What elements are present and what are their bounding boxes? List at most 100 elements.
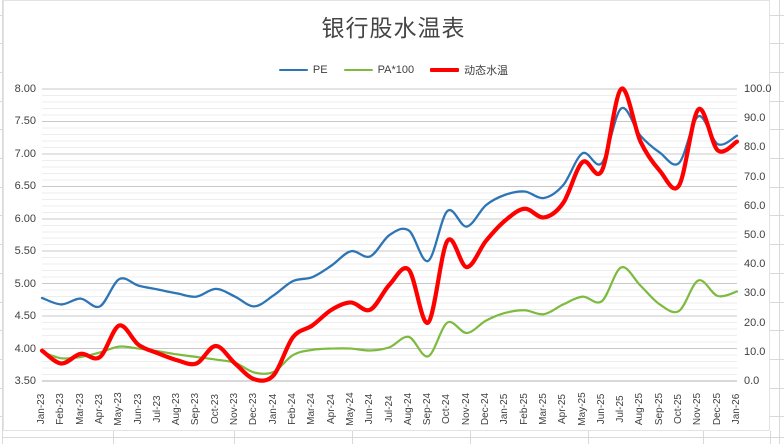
- y-axis-label-right: 90.0: [744, 112, 766, 125]
- cell-gridline: [770, 244, 784, 246]
- y-axis-label-left: 8.00: [14, 83, 36, 95]
- pa100-line-swatch: [343, 68, 373, 72]
- cell-gridline: [352, 431, 353, 444]
- x-axis-label: Dec-23: [248, 392, 260, 426]
- x-axis-label: Jun-25: [595, 393, 607, 425]
- x-axis-label: Feb-25: [518, 393, 530, 425]
- cell-gridline: [0, 43, 3, 45]
- cell-gridline: [770, 358, 784, 360]
- y-axis-label-right: 40.0: [744, 258, 766, 271]
- cell-gridline: [703, 431, 704, 444]
- pe-line-swatch: [278, 68, 308, 72]
- x-axis-label: Jul-23: [151, 395, 163, 423]
- x-axis-label: Sep-23: [190, 392, 202, 426]
- cell-gridline: [770, 186, 784, 188]
- legend-item-water-temp-line: 动态水温: [430, 62, 508, 78]
- x-axis-label: Jan-26: [731, 393, 742, 425]
- cell-gridline: [0, 71, 3, 73]
- legend-item-pe-line: PE: [278, 64, 328, 76]
- x-axis-label: Apr-24: [325, 394, 337, 425]
- x-axis-label: Dec-24: [480, 392, 492, 426]
- cell-gridline: [770, 129, 784, 131]
- x-axis-label: Mar-24: [306, 393, 318, 425]
- y-axis-label-left: 3.50: [14, 375, 36, 387]
- y-axis-label-right: 10.0: [744, 345, 766, 358]
- y-axis-label-left: 4.00: [14, 342, 36, 355]
- cell-gridline: [0, 186, 3, 188]
- x-axis-label: Oct-25: [673, 394, 685, 425]
- y-axis-label-left: 4.50: [14, 310, 36, 323]
- cell-gridline: [770, 272, 784, 274]
- x-axis-label: Jul-24: [383, 395, 395, 423]
- y-axis-label-right: 30.0: [744, 287, 766, 300]
- pe-line: [40, 106, 739, 309]
- cell-gridline: [0, 272, 3, 274]
- x-axis-label: Jan-24: [267, 393, 279, 425]
- cell-gridline: [0, 14, 3, 16]
- x-axis-label: May-25: [576, 392, 588, 426]
- cell-gridline: [0, 129, 3, 131]
- y-axis-label-left: 6.00: [14, 212, 36, 225]
- cell-gridline: [770, 387, 784, 389]
- x-axis-label: Sep-24: [422, 392, 434, 426]
- water-temp-line-swatch: [430, 67, 460, 73]
- cell-gridline: [113, 431, 114, 444]
- cell-gridline: [779, 0, 780, 444]
- y-axis-label-right: 100.0: [744, 83, 772, 95]
- x-axis-label: May-24: [344, 392, 356, 426]
- y-axis-label-right: 50.0: [744, 229, 766, 241]
- x-axis-label: Oct-23: [209, 394, 221, 425]
- x-axis-label: Aug-25: [634, 392, 646, 426]
- y-axis-label-right: 70.0: [744, 170, 766, 183]
- cell-gridline: [588, 431, 589, 444]
- cell-gridline: [770, 43, 784, 45]
- y-axis-label-left: 5.00: [14, 277, 36, 290]
- y-axis-label-right: 0.0: [744, 375, 760, 387]
- x-axis-label: Sep-25: [653, 392, 665, 426]
- x-axis-label: Feb-24: [286, 393, 298, 425]
- legend-label: 动态水温: [464, 65, 509, 77]
- x-axis-label: Dec-25: [711, 392, 723, 426]
- chart-panel[interactable]: 银行股水温表 PE PA*100 动态水温: [3, 0, 770, 431]
- x-axis-label: Jan-23: [36, 393, 47, 425]
- x-axis-label: Feb-23: [55, 393, 67, 425]
- x-axis-label: Jun-24: [364, 393, 376, 425]
- cell-gridline: [0, 301, 3, 303]
- cell-gridline: [0, 100, 3, 102]
- x-axis-label: Jun-23: [132, 393, 144, 425]
- cell-gridline: [770, 100, 784, 102]
- cell-gridline: [0, 158, 3, 159]
- cell-gridline: [0, 416, 3, 418]
- cell-gridline: [470, 431, 471, 444]
- cell-gridline: [770, 14, 784, 16]
- y-axis-label-right: 20.0: [744, 316, 766, 329]
- cell-gridline: [770, 301, 784, 303]
- x-axis-label: Apr-25: [557, 394, 569, 425]
- legend-label: PE: [312, 64, 328, 76]
- x-axis-label: Nov-23: [229, 392, 241, 426]
- legend-item-pa100-line: PA*100: [343, 64, 414, 76]
- cell-gridline: [0, 330, 3, 332]
- y-axis-label-right: 60.0: [744, 199, 766, 212]
- cell-gridline: [0, 215, 3, 217]
- cell-gridline: [770, 416, 784, 418]
- x-axis-label: Jan-25: [499, 393, 511, 425]
- x-axis-label: Mar-25: [537, 393, 549, 425]
- x-axis-label: Apr-23: [93, 394, 105, 425]
- cell-gridline: [3, 437, 784, 438]
- y-axis-label-right: 80.0: [744, 141, 766, 154]
- x-axis-label: Nov-25: [692, 392, 704, 426]
- y-axis-label-left: 7.00: [14, 147, 36, 160]
- chart-title: 银行股水温表: [321, 15, 466, 41]
- x-axis-label: May-23: [113, 392, 125, 426]
- cell-gridline: [0, 244, 3, 246]
- y-axis-label-left: 7.50: [14, 115, 36, 128]
- chart-legend: PE PA*100 动态水温: [46, 62, 741, 78]
- x-axis-label: Aug-24: [402, 392, 414, 426]
- cell-gridline: [0, 387, 3, 389]
- cell-gridline: [770, 71, 784, 73]
- water-temp-line: [39, 86, 740, 383]
- cell-gridline: [770, 330, 784, 332]
